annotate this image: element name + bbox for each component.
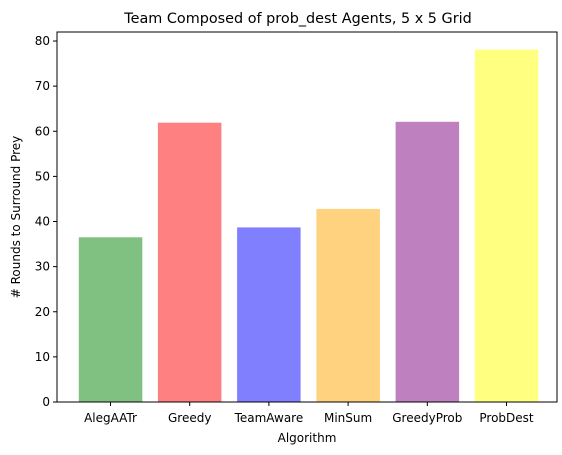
- y-tick-label: 0: [42, 395, 50, 409]
- x-tick-label: AlegAATr: [84, 411, 137, 425]
- bar-greedyprob: [395, 121, 460, 403]
- x-tick-label: MinSum: [324, 411, 372, 425]
- y-tick-label: 30: [35, 260, 50, 274]
- y-tick-label: 40: [35, 215, 50, 229]
- y-tick-label: 60: [35, 124, 50, 138]
- y-axis: 0 10 20 30 40 50 60 70 80: [35, 34, 57, 409]
- x-tick-label: GreedyProb: [392, 411, 462, 425]
- bar-probdest: [474, 49, 539, 402]
- y-axis-label: # Rounds to Surround Prey: [9, 136, 23, 299]
- x-axis: AlegAATr Greedy TeamAware MinSum GreedyProb P…: [84, 402, 534, 425]
- y-tick-label: 10: [35, 350, 50, 364]
- bar-minsum: [316, 208, 380, 402]
- x-tick-label: Greedy: [168, 411, 211, 425]
- x-tick-label: TeamAware: [234, 411, 304, 425]
- plot-frame: [56, 31, 558, 403]
- y-tick-label: 70: [35, 79, 50, 93]
- x-axis-label: Algorithm: [278, 431, 337, 445]
- x-tick-label: ProbDest: [479, 411, 534, 425]
- bar-greedy: [157, 122, 222, 402]
- bar-alegaatr: [78, 237, 143, 402]
- bars-group: [78, 49, 539, 403]
- y-tick-label: 20: [35, 305, 50, 319]
- y-tick-label: 80: [35, 34, 50, 48]
- bar-teamaware: [237, 227, 301, 402]
- chart-title: Team Composed of prob_dest Agents, 5 x 5…: [123, 11, 472, 27]
- y-tick-label: 50: [35, 169, 50, 183]
